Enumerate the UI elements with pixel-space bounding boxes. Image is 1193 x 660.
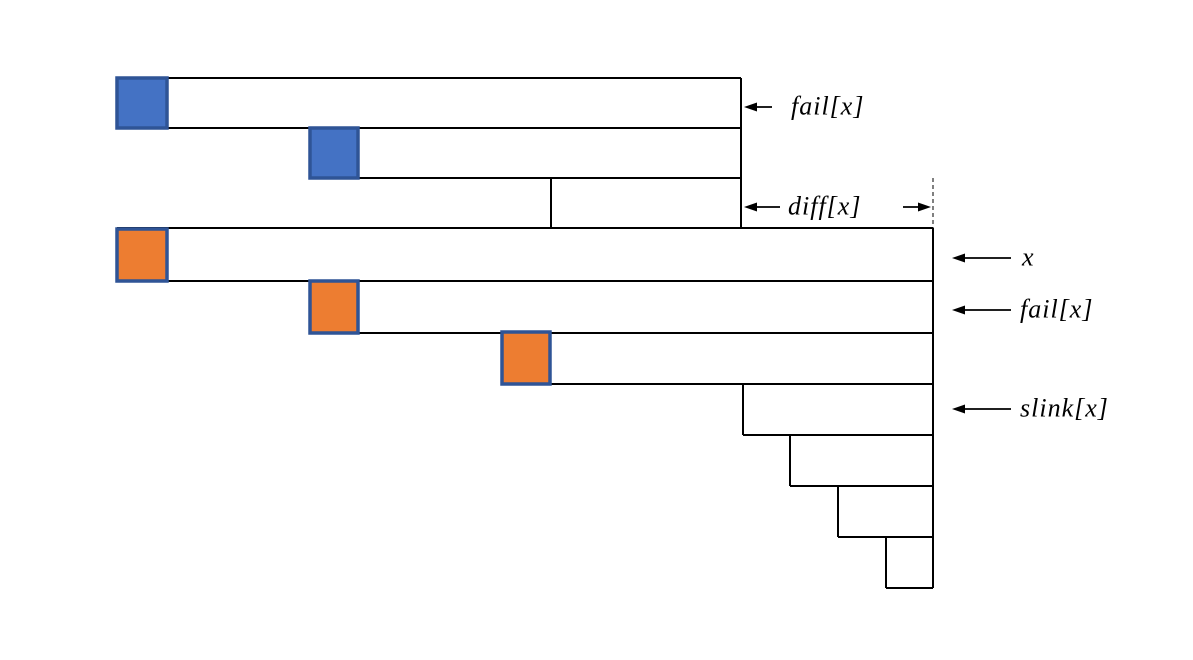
diff-left-arrow-head — [744, 202, 757, 212]
diff-right-arrow-head — [918, 202, 931, 212]
slink-arrow-head — [952, 404, 965, 414]
fail-top-arrow-head — [744, 102, 757, 112]
blue-square-2 — [308, 126, 360, 180]
diff-label: diff[x] — [788, 191, 862, 221]
blue-square-1 — [115, 76, 169, 130]
orange-square-2 — [308, 279, 360, 335]
slink-label: slink[x] — [1020, 393, 1109, 423]
x-arrow-head — [952, 253, 965, 263]
fail-bottom-label: fail[x] — [1020, 294, 1094, 324]
fail-bottom-arrow-head — [952, 305, 965, 315]
x-label: x — [1022, 242, 1035, 272]
orange-square-3 — [500, 330, 552, 386]
fail-top-label: fail[x] — [791, 91, 865, 121]
orange-square-1 — [115, 227, 169, 283]
